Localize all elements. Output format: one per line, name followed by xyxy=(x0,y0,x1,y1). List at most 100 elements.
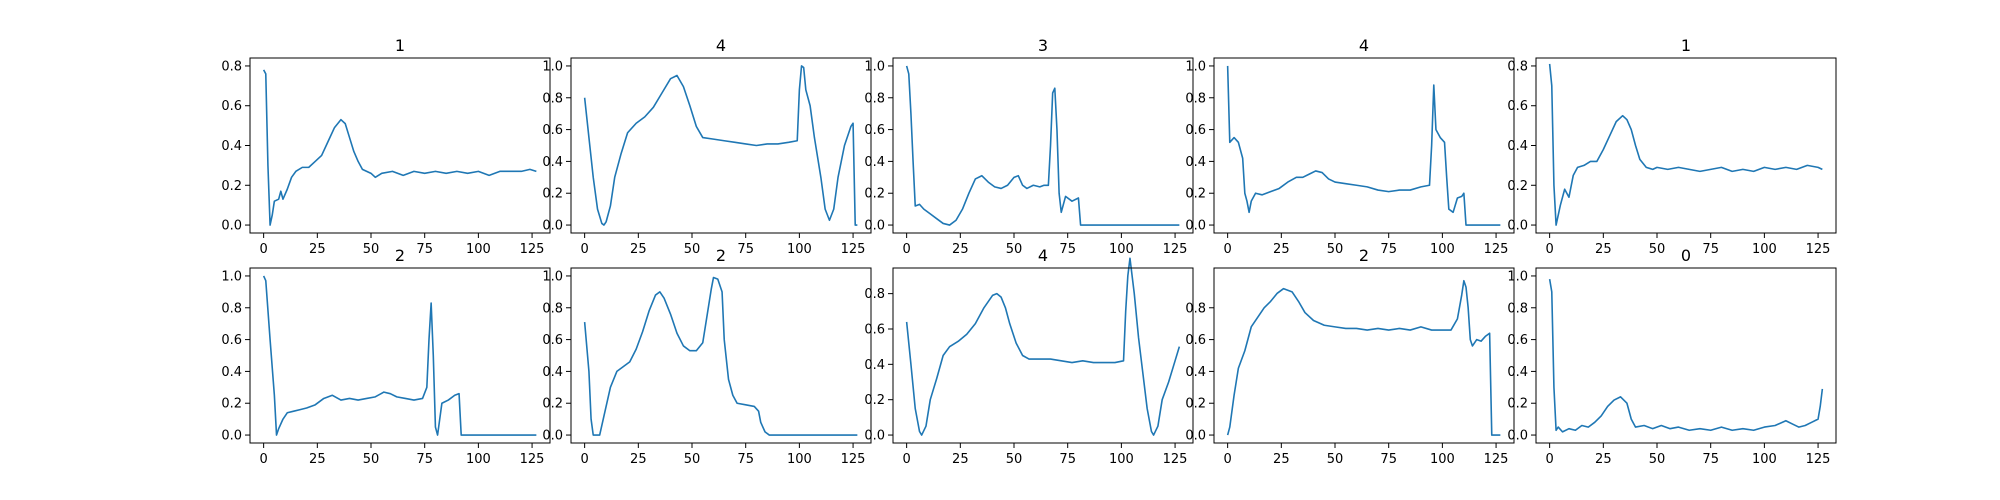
x-tick-label: 100 xyxy=(1752,242,1777,257)
series-line-1-1 xyxy=(262,69,537,226)
y-tick-label: 0.6 xyxy=(864,123,885,138)
y-tick-label: 0.8 xyxy=(542,301,563,316)
y-tick-label: 0.2 xyxy=(542,187,563,202)
axes-frame xyxy=(249,267,551,444)
y-tick-label: 0.8 xyxy=(864,287,885,302)
subplot-title: 2 xyxy=(1359,246,1369,265)
y-tick-label: 0.0 xyxy=(542,219,563,234)
y-tick-label: 0.2 xyxy=(1507,179,1528,194)
subplot-4: 0 25 50 75 100 125 0.0 0.2 0.4 0.6 0.8 1.0 4 xyxy=(1185,36,1515,257)
x-tick-label: 75 xyxy=(737,242,754,257)
subplot-9: 0 25 50 75 100 125 0.0 0.2 0.4 0.6 0.8 2 xyxy=(1185,246,1515,467)
axes-frame xyxy=(1213,57,1515,234)
x-tick-label: 50 xyxy=(1327,242,1344,257)
y-tick-label: 0.6 xyxy=(542,333,563,348)
x-tick-label: 75 xyxy=(737,452,754,467)
y-tick-label: 0.6 xyxy=(542,123,563,138)
series-line-5-1 xyxy=(1548,63,1823,226)
y-tick-label: 1.0 xyxy=(221,269,242,284)
y-tick-label: 0.4 xyxy=(1185,365,1206,380)
x-tick-label: 50 xyxy=(1006,452,1023,467)
y-tick-label: 0.2 xyxy=(1185,187,1206,202)
subplot-title: 2 xyxy=(395,246,405,265)
subplot-8: 0 25 50 75 100 125 0.0 0.2 0.4 0.6 0.8 4 xyxy=(864,246,1194,467)
x-tick-label: 100 xyxy=(1109,242,1134,257)
x-tick-label: 25 xyxy=(952,452,969,467)
x-tick-label: 100 xyxy=(1430,452,1455,467)
y-tick-label: 0.4 xyxy=(1507,365,1528,380)
x-tick-label: 75 xyxy=(416,242,433,257)
x-tick-label: 125 xyxy=(1163,242,1188,257)
x-tick-label: 100 xyxy=(1109,452,1134,467)
y-tick-label: 0.0 xyxy=(542,429,563,444)
series-line-10-1 xyxy=(1548,279,1824,433)
x-tick-label: 75 xyxy=(1380,242,1397,257)
y-tick-label: 0.0 xyxy=(1185,429,1206,444)
y-tick-label: 0.8 xyxy=(1185,91,1206,106)
x-tick-label: 25 xyxy=(309,242,326,257)
y-tick-label: 1.0 xyxy=(1185,59,1206,74)
y-tick-label: 0.2 xyxy=(864,393,885,408)
x-tick-label: 125 xyxy=(1806,452,1831,467)
subplot-title: 0 xyxy=(1681,246,1691,265)
series-line-8-1 xyxy=(905,257,1181,436)
x-tick-label: 125 xyxy=(1484,452,1509,467)
y-tick-label: 0.8 xyxy=(221,301,242,316)
y-tick-label: 0.0 xyxy=(864,219,885,234)
axes-frame xyxy=(1535,267,1837,444)
y-tick-label: 1.0 xyxy=(542,59,563,74)
x-tick-label: 75 xyxy=(416,452,433,467)
x-tick-label: 25 xyxy=(630,452,647,467)
x-tick-label: 0 xyxy=(259,242,267,257)
x-tick-label: 125 xyxy=(1806,242,1831,257)
x-tick-label: 50 xyxy=(684,452,701,467)
x-tick-label: 0 xyxy=(1223,242,1231,257)
axes-frame xyxy=(1213,267,1515,444)
x-tick-label: 75 xyxy=(1702,452,1719,467)
series-line-3-1 xyxy=(905,65,1180,226)
x-tick-label: 0 xyxy=(902,452,910,467)
y-tick-label: 0.8 xyxy=(864,91,885,106)
x-tick-label: 50 xyxy=(684,242,701,257)
x-tick-label: 0 xyxy=(902,242,910,257)
y-tick-label: 0.2 xyxy=(864,187,885,202)
y-tick-label: 0.6 xyxy=(1507,99,1528,114)
y-tick-label: 0.8 xyxy=(542,91,563,106)
axes-frame xyxy=(1535,57,1837,234)
x-tick-label: 125 xyxy=(1163,452,1188,467)
y-tick-label: 0.6 xyxy=(221,333,242,348)
x-tick-label: 0 xyxy=(580,242,588,257)
axes-frame xyxy=(570,57,872,234)
subplot-10: 0 25 50 75 100 125 0.0 0.2 0.4 0.6 0.8 1.0 0 xyxy=(1507,246,1837,467)
x-tick-label: 100 xyxy=(1430,242,1455,257)
axes-frame xyxy=(249,57,551,234)
y-tick-label: 0.8 xyxy=(1507,59,1528,74)
subplot-title: 1 xyxy=(1681,36,1691,55)
x-tick-label: 25 xyxy=(952,242,969,257)
y-tick-label: 0.4 xyxy=(1507,139,1528,154)
x-tick-label: 25 xyxy=(309,452,326,467)
x-tick-label: 0 xyxy=(1545,452,1553,467)
series-line-7-1 xyxy=(583,276,858,436)
y-tick-label: 0.2 xyxy=(221,397,242,412)
x-tick-label: 75 xyxy=(1702,242,1719,257)
y-tick-label: 0.2 xyxy=(221,179,242,194)
x-tick-label: 125 xyxy=(841,452,866,467)
x-tick-label: 125 xyxy=(520,242,545,257)
series-line-9-1 xyxy=(1226,279,1501,436)
subplot-title: 3 xyxy=(1038,36,1048,55)
x-tick-label: 50 xyxy=(1649,242,1666,257)
y-tick-label: 0.0 xyxy=(221,219,242,234)
y-tick-label: 0.6 xyxy=(1507,333,1528,348)
x-tick-label: 75 xyxy=(1380,452,1397,467)
axes-frame xyxy=(570,267,872,444)
y-tick-label: 0.4 xyxy=(221,139,242,154)
y-tick-label: 0.4 xyxy=(221,365,242,380)
x-tick-label: 75 xyxy=(1059,242,1076,257)
y-tick-label: 0.4 xyxy=(864,155,885,170)
x-tick-label: 50 xyxy=(1649,452,1666,467)
subplot-title: 4 xyxy=(716,36,726,55)
x-tick-label: 0 xyxy=(1223,452,1231,467)
subplot-2: 0 25 50 75 100 125 0.0 0.2 0.4 0.6 0.8 1.0 4 xyxy=(542,36,872,257)
